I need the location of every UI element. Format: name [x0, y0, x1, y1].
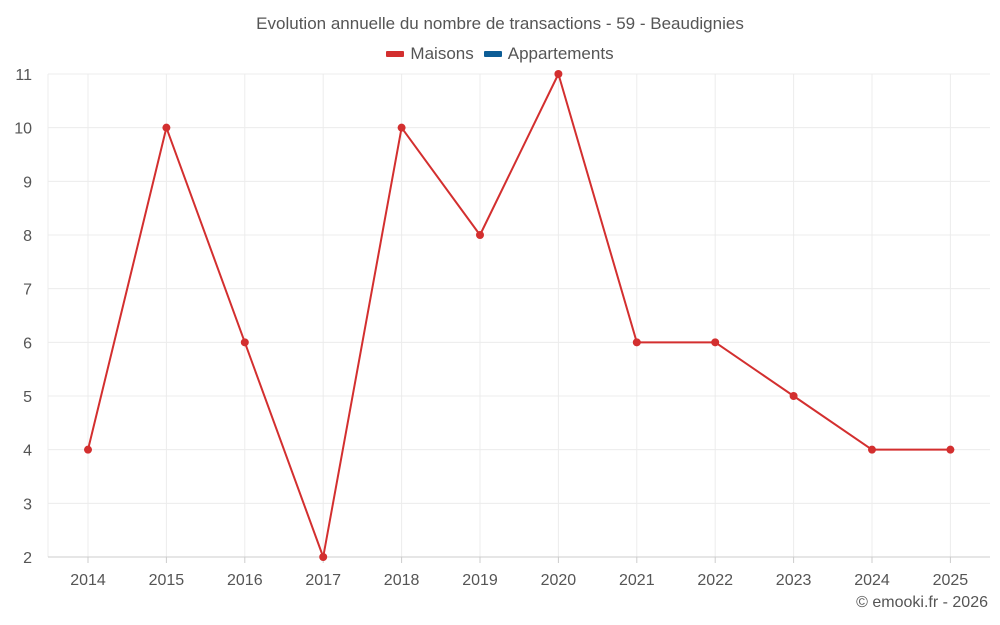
data-point-maisons[interactable]	[711, 338, 720, 347]
x-tick-label: 2022	[697, 572, 733, 589]
data-point-maisons[interactable]	[554, 70, 563, 78]
y-tick-label: 3	[23, 496, 32, 513]
x-tick-label: 2014	[70, 572, 106, 589]
tick-labels: 2 3 4 5 6 7 8 9 10 11 2014 2015 2016 2017 2018 2019 2020…	[14, 67, 968, 589]
chart-title: Evolution annuelle du nombre de transact…	[256, 14, 744, 33]
x-tick-label: 2021	[619, 572, 655, 589]
x-tick-label: 2025	[933, 572, 969, 589]
data-point-maisons[interactable]	[397, 123, 406, 132]
x-tick-label: 2017	[305, 572, 341, 589]
legend-label-maisons: Maisons	[410, 44, 474, 63]
y-tick-label: 5	[23, 389, 32, 406]
y-tick-label: 11	[15, 67, 32, 84]
y-tick-label: 10	[14, 121, 32, 138]
x-tick-label: 2019	[462, 572, 498, 589]
y-tick-label: 4	[23, 443, 32, 460]
y-tick-label: 8	[23, 228, 32, 245]
data-point-maisons[interactable]	[84, 445, 92, 454]
legend-item-appartements[interactable]: Appartements	[483, 44, 614, 64]
data-point-maisons[interactable]	[946, 445, 955, 454]
credit-text: © emooki.fr - 2026	[856, 594, 988, 611]
legend-swatch-appartements	[483, 51, 502, 57]
x-tick-label: 2024	[854, 572, 890, 589]
x-tick-label: 2015	[149, 572, 185, 589]
data-point-maisons[interactable]	[319, 553, 328, 561]
data-point-maisons[interactable]	[868, 445, 876, 454]
x-tick-label: 2016	[227, 572, 263, 589]
x-tick-label: 2020	[541, 572, 577, 589]
data-point-maisons[interactable]	[632, 338, 641, 347]
x-tick-label: 2018	[384, 572, 420, 589]
y-tick-label: 7	[23, 282, 32, 299]
y-tick-label: 9	[23, 174, 32, 191]
data-point-maisons[interactable]	[476, 231, 484, 239]
axes	[48, 556, 990, 563]
data-point-maisons[interactable]	[789, 392, 798, 400]
x-tick-label: 2023	[776, 572, 812, 589]
series-layer	[84, 70, 955, 561]
chart-legend: Maisons Appartements	[0, 44, 1000, 64]
legend-swatch-maisons	[386, 51, 405, 57]
y-tick-label: 6	[23, 335, 32, 352]
legend-label-appartements: Appartements	[507, 44, 614, 63]
data-point-maisons[interactable]	[240, 338, 249, 347]
grid-lines	[47, 73, 990, 557]
series-line-maisons	[87, 73, 951, 558]
data-point-maisons[interactable]	[162, 123, 171, 132]
legend-item-maisons[interactable]: Maisons	[386, 44, 474, 64]
y-tick-label: 2	[23, 550, 32, 567]
